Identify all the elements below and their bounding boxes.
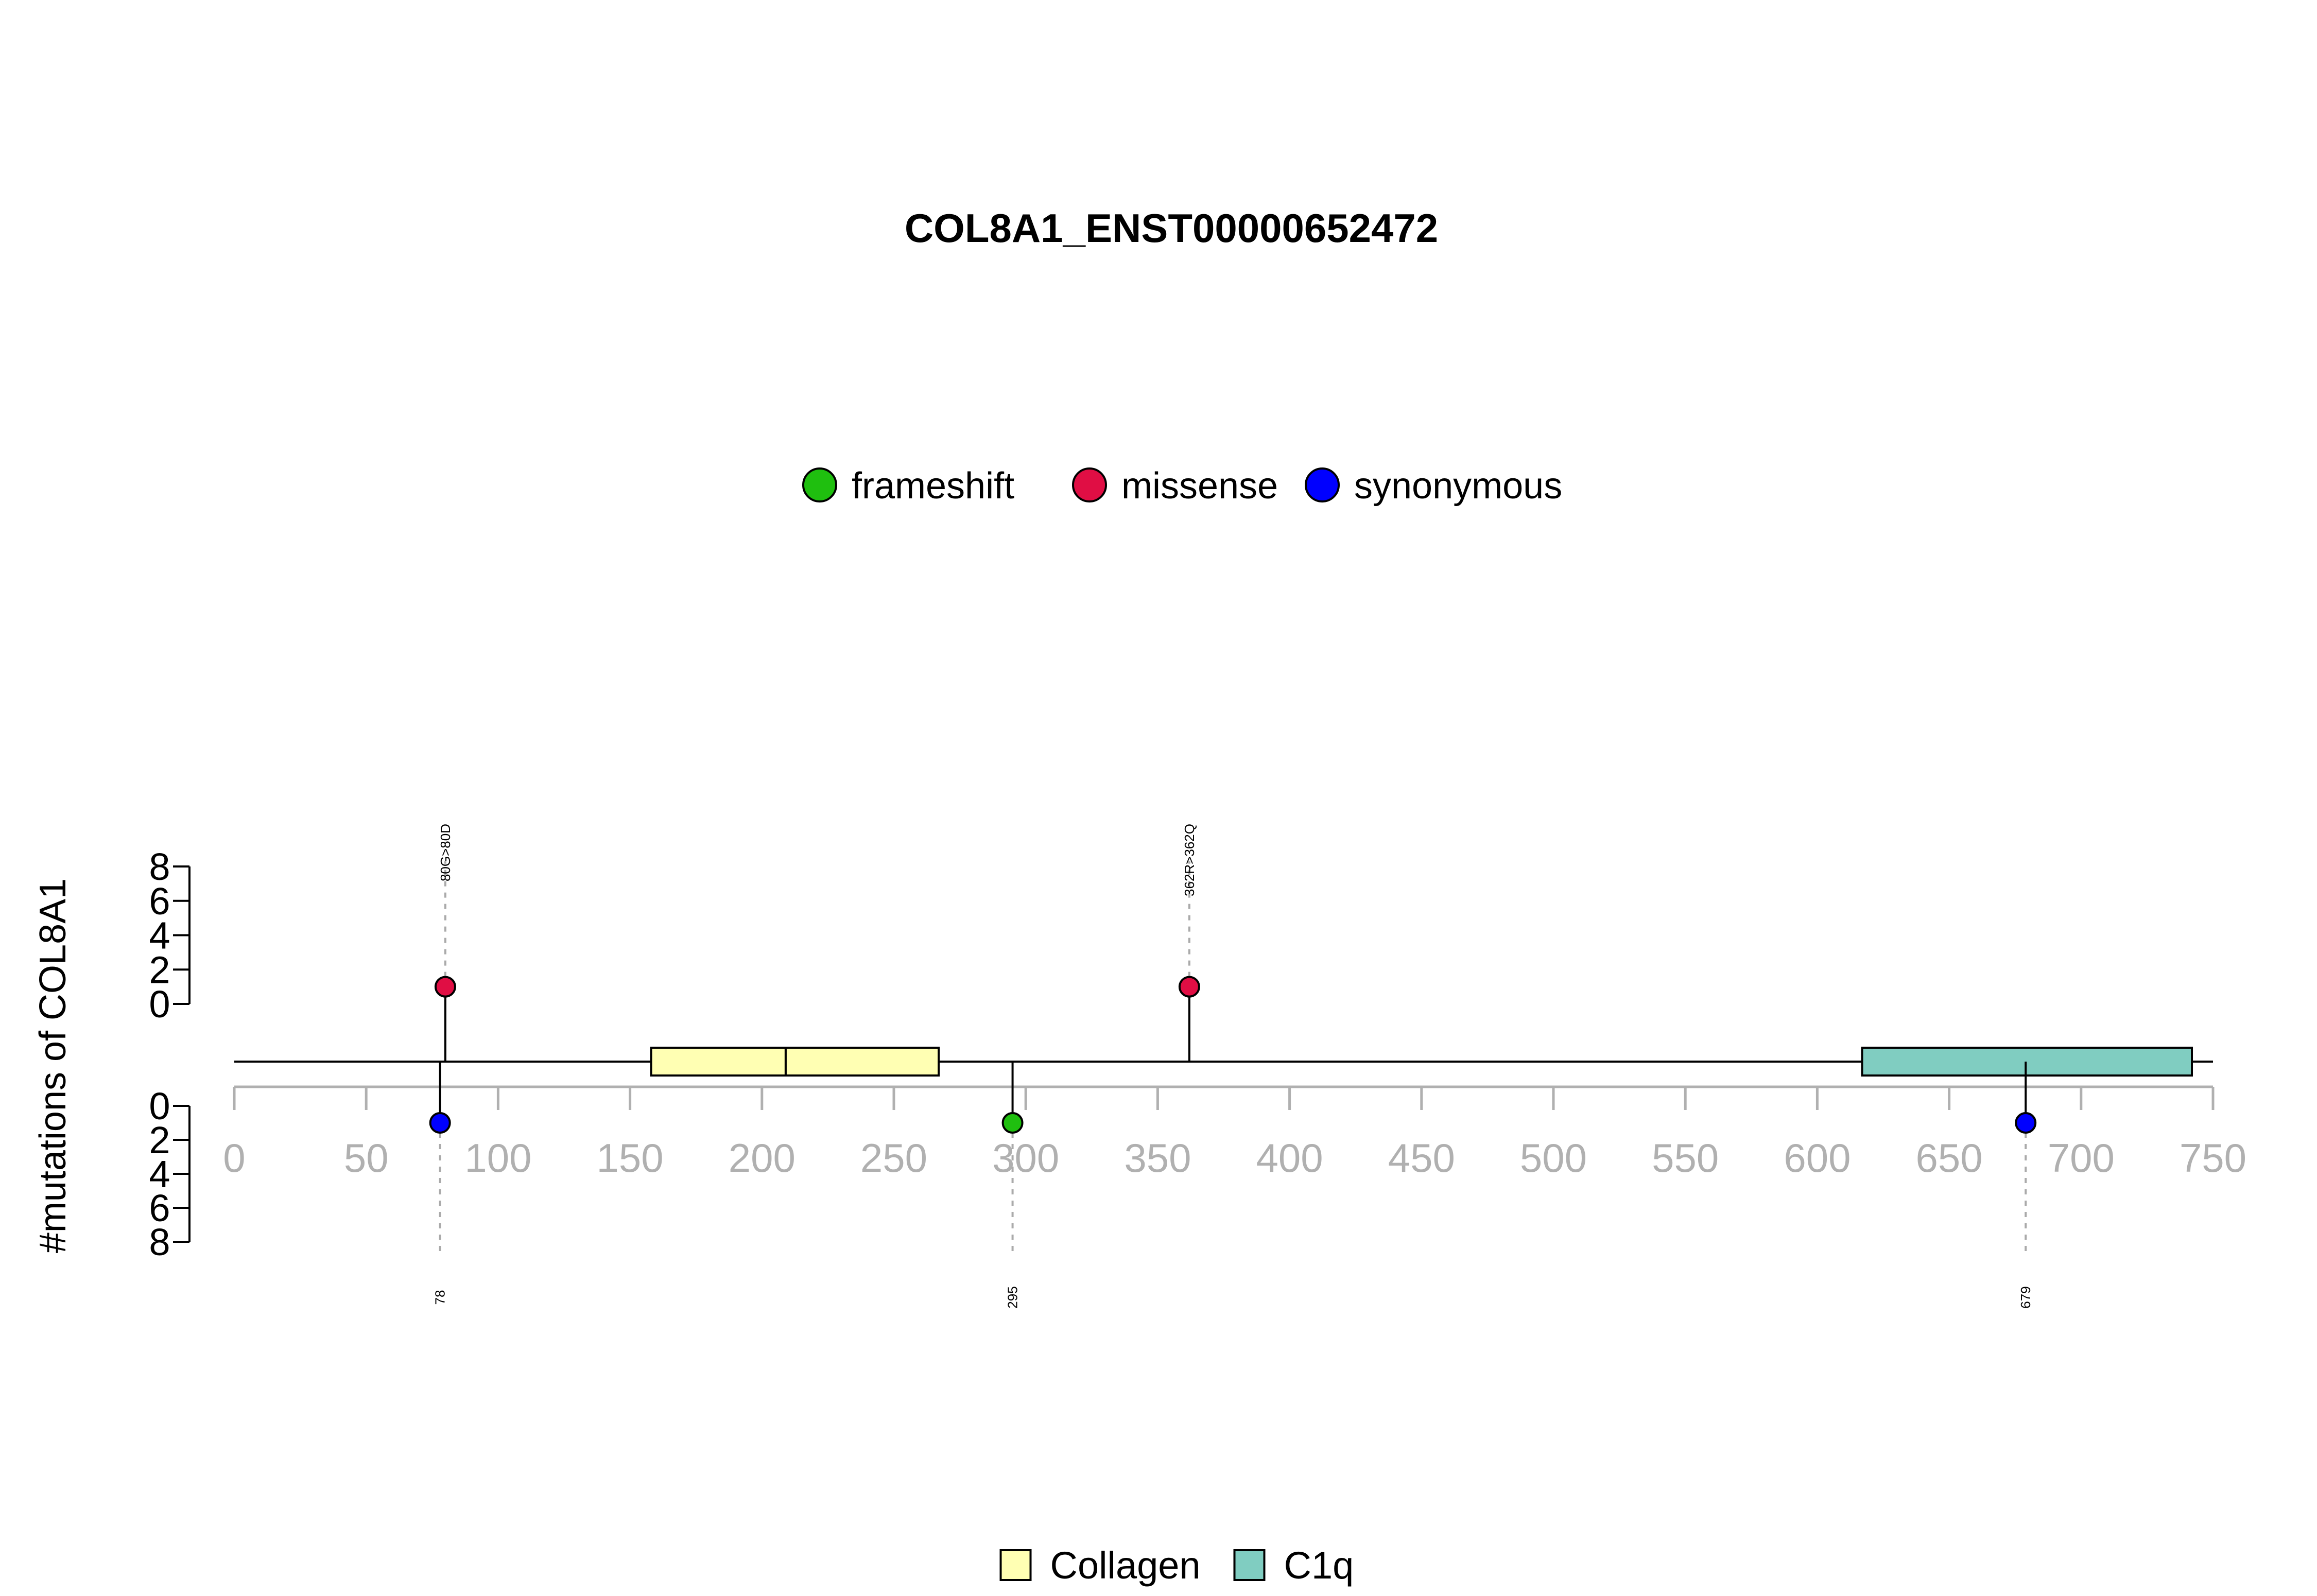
mutation-label-bottom-679: 679 <box>2018 1286 2033 1308</box>
x-axis: 0 50 100 150 200 250 300 350 400 450 500 550 600 650 7… <box>223 1085 2246 1181</box>
legend-box-c1q <box>1233 1549 1266 1581</box>
legend-label-c1q: C1q <box>1284 1544 1354 1587</box>
mutation-label-362: 362R>362Q <box>1182 824 1197 896</box>
lollipop-head-80 <box>434 976 456 998</box>
mutation-type-legend: frameshift missense synonymous <box>802 465 1562 507</box>
lollipops-bottom: 78 295 679 <box>429 1062 2037 1309</box>
mutation-label-bottom-295: 295 <box>1005 1286 1021 1308</box>
x-tick-label-50: 50 <box>344 1135 389 1181</box>
x-tick-label-400: 400 <box>1256 1135 1323 1181</box>
y-top-tick-label-6: 6 <box>149 880 170 923</box>
domain-c1q-2 <box>1861 1047 2193 1077</box>
domain-collagen-1 <box>784 1047 940 1077</box>
y-bottom-tick-label-6: 6 <box>149 1187 170 1229</box>
x-tick-label-0: 0 <box>223 1135 245 1181</box>
legend-label-missense: missense <box>1121 465 1278 507</box>
y-top-tick-label-2: 2 <box>149 948 170 991</box>
lollipop-head-362 <box>1178 976 1200 998</box>
lollipop-head-bottom-295 <box>1001 1112 1024 1134</box>
legend-label-frameshift: frameshift <box>852 465 1014 507</box>
legend-dot-missense <box>1072 467 1107 502</box>
y-top-tick-label-0: 0 <box>149 983 170 1026</box>
x-tick-label-150: 150 <box>597 1135 664 1181</box>
x-tick-label-500: 500 <box>1520 1135 1587 1181</box>
x-tick-label-650: 650 <box>1916 1135 1983 1181</box>
chart-title: COL8A1_ENST00000652472 <box>905 205 1438 251</box>
domain-collagen-0 <box>650 1047 787 1077</box>
domain-legend: Collagen C1q <box>999 1544 1354 1587</box>
x-tick-label-300: 300 <box>992 1135 1059 1181</box>
lollipops-top: 80G>80D 362R>362Q <box>434 824 1200 1062</box>
x-tick-label-200: 200 <box>729 1135 796 1181</box>
y-top-tick-label-4: 4 <box>149 914 170 957</box>
x-tick-label-250: 250 <box>860 1135 927 1181</box>
legend-box-collagen <box>999 1549 1032 1581</box>
y-bottom-tick-label-0: 0 <box>149 1085 170 1127</box>
y-top-tick-label-8: 8 <box>149 845 170 888</box>
y-bottom-tick-label-8: 8 <box>149 1221 170 1263</box>
legend-dot-frameshift <box>802 467 837 502</box>
x-tick-label-350: 350 <box>1124 1135 1191 1181</box>
lollipop-head-bottom-78 <box>429 1112 451 1134</box>
legend-label-synonymous: synonymous <box>1354 465 1562 507</box>
x-tick-label-550: 550 <box>1652 1135 1719 1181</box>
x-tick-label-100: 100 <box>464 1135 531 1181</box>
mutation-label-80: 80G>80D <box>438 824 453 881</box>
y-bottom-tick-label-2: 2 <box>149 1119 170 1161</box>
lollipop-head-bottom-679 <box>2015 1112 2037 1134</box>
x-tick-label-450: 450 <box>1388 1135 1455 1181</box>
x-tick-label-750: 750 <box>2180 1135 2246 1181</box>
y-axis-label: #mutations of COL8A1 <box>32 878 74 1253</box>
mutation-label-bottom-78: 78 <box>433 1290 448 1305</box>
x-tick-label-700: 700 <box>2048 1135 2115 1181</box>
y-bottom-tick-label-4: 4 <box>149 1153 170 1195</box>
x-tick-label-600: 600 <box>1784 1135 1851 1181</box>
protein-domains <box>650 1047 2193 1077</box>
legend-dot-synonymous <box>1305 467 1340 502</box>
legend-label-collagen: Collagen <box>1050 1544 1201 1587</box>
